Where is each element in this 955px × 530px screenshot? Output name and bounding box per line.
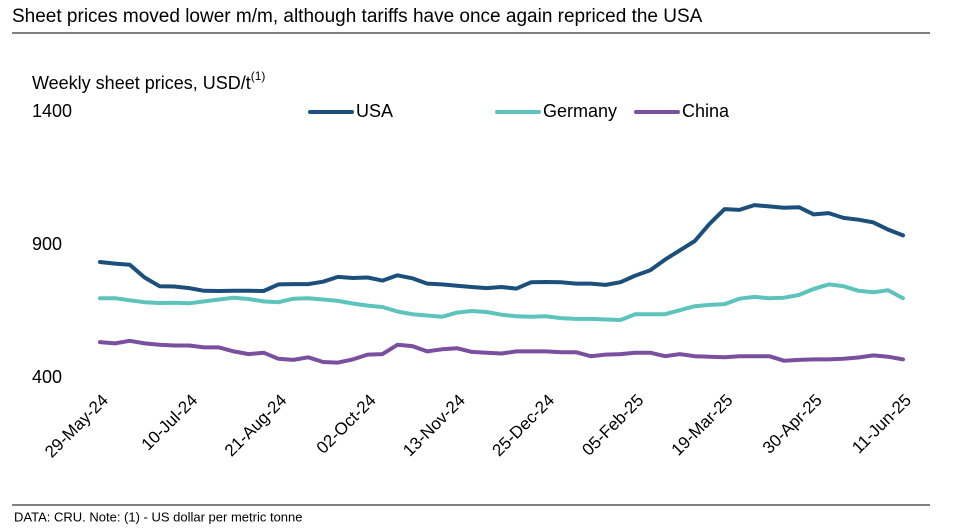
series-line	[98, 282, 905, 322]
x-tick-label: 29-May-24	[41, 391, 112, 462]
y-label-text: Weekly sheet prices, USD/t	[32, 73, 251, 93]
y-label-note: (1)	[251, 69, 266, 83]
y-tick-label: 1400	[32, 101, 72, 121]
legend-label: Germany	[543, 101, 617, 121]
series-line	[98, 203, 905, 293]
y-tick-label: 900	[32, 234, 62, 254]
x-tick-label: 19-Mar-25	[668, 391, 737, 460]
x-tick-label: 11-Jun-25	[848, 391, 915, 458]
x-tick-label: 21-Aug-24	[221, 391, 291, 461]
x-tick-label: 25-Dec-24	[489, 391, 559, 461]
footer: DATA: CRU. Note: (1) - US dollar per met…	[14, 509, 303, 524]
legend-label: China	[682, 101, 730, 121]
x-tick-label: 30-Apr-25	[759, 391, 826, 458]
y-tick-label: 400	[32, 367, 62, 387]
legend-label: USA	[356, 101, 393, 121]
x-tick-label: 13-Nov-24	[399, 391, 469, 461]
x-tick-label: 10-Jul-24	[138, 391, 202, 455]
series-line	[98, 338, 905, 365]
y-axis-label: Weekly sheet prices, USD/t(1)	[32, 69, 265, 93]
x-tick-label: 02-Oct-24	[313, 391, 380, 458]
x-tick-label: 05-Feb-25	[578, 391, 647, 460]
chart-title: Sheet prices moved lower m/m, although t…	[12, 6, 703, 27]
